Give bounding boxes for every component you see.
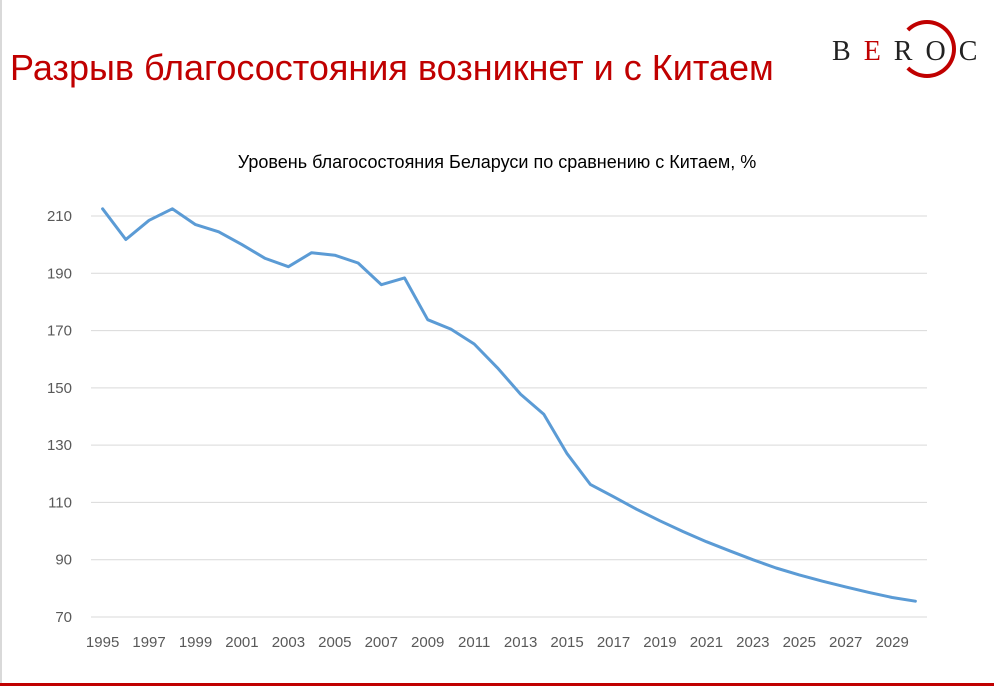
x-tick-label: 2027 [829, 634, 862, 651]
y-tick-label: 190 [47, 265, 72, 282]
beroc-logo: B E R O C [828, 18, 978, 84]
x-tick-label: 2017 [597, 634, 630, 651]
x-tick-label: 2005 [318, 634, 351, 651]
logo-letter-2: E [863, 36, 884, 67]
logo-letter-5: C [958, 36, 981, 67]
x-tick-label: 1995 [86, 634, 119, 651]
x-tick-label: 2029 [875, 634, 908, 651]
slide-left-border [0, 0, 2, 686]
y-tick-label: 150 [47, 380, 72, 397]
x-tick-label: 2015 [550, 634, 583, 651]
logo-ring-icon [898, 20, 956, 78]
x-tick-label: 2003 [272, 634, 305, 651]
y-tick-label: 110 [48, 494, 72, 511]
x-tick-label: 2001 [225, 634, 258, 651]
chart-title: Уровень благосостояния Беларуси по сравн… [237, 152, 757, 172]
x-tick-label: 1997 [132, 634, 165, 651]
y-tick-label: 210 [47, 208, 72, 225]
logo-letter-1: B [832, 36, 854, 67]
x-tick-label: 2011 [458, 634, 490, 651]
logo-letter-3: R [893, 36, 916, 67]
x-tick-label: 2025 [783, 634, 816, 651]
slide-bottom-rule [0, 683, 994, 686]
series-line [101, 207, 917, 603]
y-tick-label: 70 [55, 609, 72, 626]
slide-title: Разрыв благосостояния возникнет и с Кита… [10, 47, 774, 88]
y-tick-label: 90 [55, 552, 72, 569]
x-tick-label: 2019 [643, 634, 676, 651]
x-tick-label: 2021 [690, 634, 723, 651]
x-tick-label: 1999 [179, 634, 212, 651]
y-tick-label: 170 [47, 323, 72, 340]
x-tick-label: 2009 [411, 634, 444, 651]
logo-wordmark: B E R O C [832, 36, 980, 68]
x-tick-label: 2013 [504, 634, 537, 651]
x-tick-label: 2023 [736, 634, 769, 651]
y-tick-label: 130 [47, 437, 72, 454]
logo-letter-4: O [925, 36, 949, 67]
x-tick-label: 2007 [365, 634, 398, 651]
